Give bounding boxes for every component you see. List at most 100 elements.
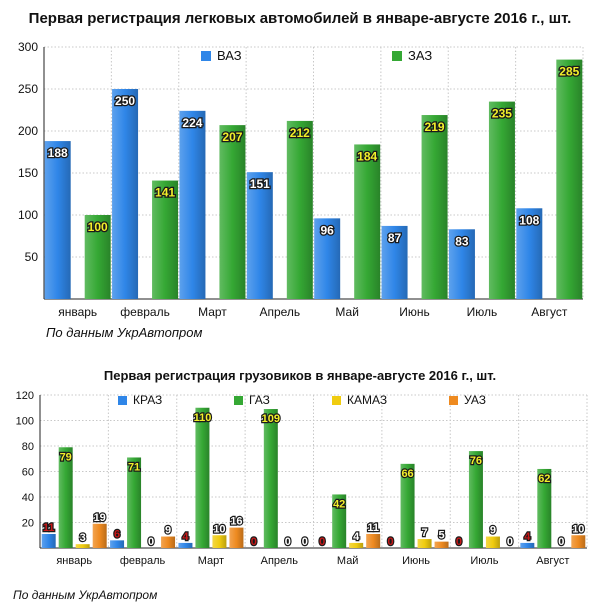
y-tick-label: 20 (22, 518, 34, 530)
data-label: 9 (490, 525, 496, 537)
bar (286, 120, 313, 299)
data-label: 0 (285, 536, 291, 548)
y-tick-label: 150 (18, 166, 38, 180)
legend-swatch (392, 51, 402, 61)
data-label: 212 (290, 126, 310, 140)
data-label: 4 (182, 531, 189, 543)
legend-swatch (449, 396, 458, 405)
data-label: 79 (60, 451, 72, 463)
y-tick-label: 100 (16, 416, 34, 428)
data-label: 19 (94, 512, 106, 524)
data-label: 0 (456, 536, 462, 548)
bar (520, 542, 535, 548)
bar (75, 544, 90, 548)
bar (571, 535, 586, 548)
bar (537, 468, 552, 548)
y-tick-label: 300 (18, 40, 38, 54)
data-label: 87 (388, 231, 402, 245)
data-label: 219 (425, 120, 445, 134)
data-label: 11 (367, 522, 379, 534)
data-label: 7 (422, 527, 428, 539)
bar (366, 533, 381, 548)
y-tick-label: 100 (18, 208, 38, 222)
data-label: 5 (439, 530, 445, 542)
bar (58, 447, 73, 548)
data-label: 109 (262, 413, 280, 425)
y-tick-label: 40 (22, 492, 34, 504)
bar (556, 59, 583, 299)
bar (152, 180, 179, 299)
legend-swatch (234, 396, 243, 405)
data-label: 76 (470, 455, 482, 467)
category-label: Июль (467, 305, 498, 319)
bar (417, 539, 432, 548)
bar (110, 540, 125, 548)
category-label: Июнь (402, 555, 430, 567)
bar (219, 125, 246, 300)
category-label: Май (335, 305, 359, 319)
bar (488, 101, 515, 299)
truck-chart-source: По данным УкрАвтопром (13, 588, 158, 602)
bar (434, 541, 449, 548)
data-label: 184 (357, 149, 377, 163)
data-label: 71 (128, 461, 140, 473)
data-label: 10 (572, 523, 584, 535)
data-label: 83 (455, 234, 469, 248)
bar (179, 110, 206, 299)
bar (229, 527, 244, 548)
category-label: Апрель (261, 555, 299, 567)
bar (84, 215, 111, 299)
data-label: 0 (302, 536, 308, 548)
bar (212, 535, 227, 548)
bar (112, 89, 139, 299)
data-label: 285 (559, 65, 579, 79)
bar (448, 229, 475, 299)
category-label: январь (56, 555, 92, 567)
legend-swatch (118, 396, 127, 405)
truck-chart-title: Первая регистрация грузовиков в январе-а… (103, 368, 497, 383)
data-label: 0 (558, 536, 564, 548)
legend-label: КАМАЗ (347, 393, 387, 407)
category-label: Июнь (399, 305, 430, 319)
data-label: 96 (321, 223, 335, 237)
category-label: Август (531, 305, 568, 319)
legend-label: ЗАЗ (408, 48, 432, 63)
bar (381, 225, 408, 299)
data-label: 62 (538, 473, 550, 485)
data-label: 42 (333, 498, 345, 510)
bar (485, 536, 500, 548)
data-label: 100 (88, 220, 108, 234)
legend-label: ВАЗ (217, 48, 242, 63)
data-label: 0 (251, 536, 257, 548)
bar (161, 536, 176, 548)
data-label: 10 (213, 523, 225, 535)
bar (246, 172, 273, 299)
bar (400, 463, 415, 548)
data-label: 4 (353, 531, 360, 543)
category-label: Август (536, 555, 569, 567)
category-label: Март (198, 305, 227, 319)
category-label: февраль (120, 555, 166, 567)
y-tick-label: 200 (18, 124, 38, 138)
y-tick-label: 50 (25, 250, 39, 264)
category-label: Май (337, 555, 359, 567)
bar (41, 533, 56, 548)
legend-label: КРАЗ (133, 393, 162, 407)
data-label: 108 (519, 213, 539, 227)
category-label: Апрель (259, 305, 300, 319)
data-label: 0 (388, 536, 394, 548)
data-label: 207 (222, 130, 242, 144)
data-label: 188 (48, 146, 68, 160)
data-label: 0 (148, 536, 154, 548)
bar (516, 208, 543, 299)
bar (44, 141, 71, 299)
bar (332, 494, 347, 548)
y-tick-label: 80 (22, 441, 34, 453)
bar (92, 523, 107, 548)
bar (349, 542, 364, 548)
category-label: Июль (470, 555, 498, 567)
legend-swatch (332, 396, 341, 405)
bar (178, 542, 193, 548)
